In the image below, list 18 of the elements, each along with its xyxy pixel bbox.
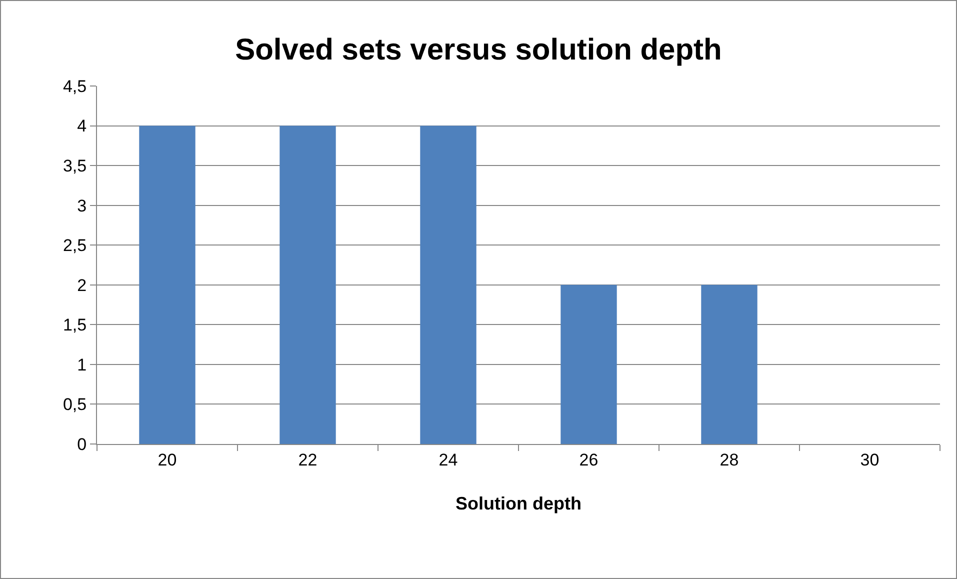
y-tick-label: 1,5 xyxy=(62,316,87,335)
x-tick-label: 22 xyxy=(298,450,318,470)
y-tick-label: 1 xyxy=(77,355,87,374)
x-tick-label: 20 xyxy=(158,450,177,470)
x-tick-label: 28 xyxy=(720,450,739,470)
y-tick-label: 3 xyxy=(77,196,87,216)
x-tick-label: 24 xyxy=(438,450,458,470)
y-tick-label: 0,5 xyxy=(62,395,87,414)
x-tick-label: 26 xyxy=(579,450,598,470)
x-axis-title: Solution depth xyxy=(456,494,582,514)
y-tick-label: 2 xyxy=(77,276,87,295)
x-tick-label: 30 xyxy=(860,450,880,470)
y-tick-label: 2,5 xyxy=(62,236,87,256)
y-tick-label: 4 xyxy=(77,116,87,136)
y-tick-label: 0 xyxy=(77,434,87,454)
chart-title: Solved sets versus solution depth xyxy=(235,34,722,67)
y-tick-label: 4,5 xyxy=(62,76,87,96)
y-tick-label: 3,5 xyxy=(62,156,87,176)
